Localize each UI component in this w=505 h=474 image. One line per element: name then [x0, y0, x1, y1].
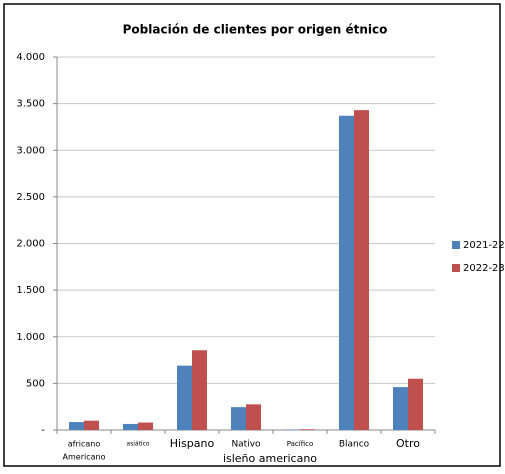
bar — [393, 387, 408, 430]
legend-label: 2022-23 — [463, 263, 505, 274]
legend-swatch — [452, 264, 460, 272]
chart-border — [4, 4, 500, 466]
x-tick-label: Pacífico — [287, 440, 314, 448]
y-tick-label: 1.000 — [16, 332, 45, 343]
bar — [69, 422, 84, 430]
bar — [354, 110, 369, 430]
bar — [192, 350, 207, 430]
x-tick-label: Blanco — [339, 440, 370, 450]
legend-label: 2021-22 — [463, 240, 505, 251]
y-tick-label: 3.500 — [16, 99, 45, 110]
bar — [138, 423, 153, 430]
legend-swatch — [452, 241, 460, 249]
y-tick-label: 3.000 — [16, 145, 45, 156]
y-tick-label: 1.500 — [16, 285, 45, 296]
bar — [84, 421, 99, 430]
x-tick-label: Otro — [396, 437, 420, 450]
chart-title: Población de clientes por origen étnico — [123, 23, 388, 37]
x-tick-label: Americano — [63, 453, 106, 462]
x-tick-label: Hispano — [170, 437, 215, 450]
x-tick-label: asiático — [126, 441, 149, 448]
y-tick-label: - — [41, 425, 45, 436]
y-tick-label: 500 — [26, 378, 45, 389]
bar — [177, 366, 192, 430]
bar — [339, 116, 354, 430]
x-tick-label: africano — [68, 440, 101, 449]
x-annotation: isleño americano — [223, 452, 317, 465]
bar — [246, 404, 261, 430]
y-tick-label: 2.000 — [16, 239, 45, 250]
bar — [300, 429, 315, 430]
x-tick-label: Nativo — [231, 440, 261, 450]
y-tick-label: 4.000 — [16, 52, 45, 63]
bar — [408, 379, 423, 430]
y-tick-label: 2.500 — [16, 192, 45, 203]
bar — [123, 424, 138, 430]
bar — [231, 407, 246, 430]
